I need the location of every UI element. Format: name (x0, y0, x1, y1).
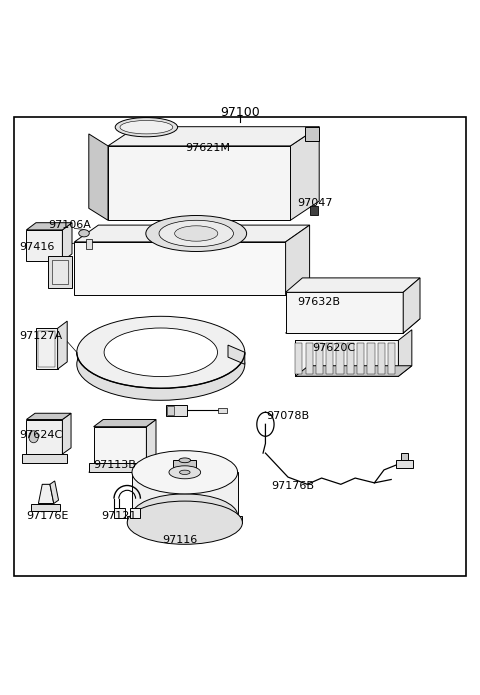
Polygon shape (166, 405, 187, 416)
Text: 97113B: 97113B (94, 460, 136, 470)
Polygon shape (108, 126, 319, 146)
Polygon shape (31, 503, 60, 511)
Ellipse shape (77, 316, 245, 389)
Polygon shape (89, 134, 108, 220)
Polygon shape (89, 463, 151, 473)
Polygon shape (286, 293, 403, 333)
Ellipse shape (115, 117, 178, 137)
Polygon shape (74, 242, 286, 295)
Polygon shape (26, 230, 62, 261)
Polygon shape (290, 126, 319, 220)
Text: 97047: 97047 (298, 199, 333, 208)
Polygon shape (295, 341, 398, 376)
Polygon shape (286, 278, 420, 293)
Polygon shape (36, 328, 58, 369)
Ellipse shape (146, 215, 247, 252)
Polygon shape (305, 126, 319, 141)
Bar (218, 407, 227, 414)
Text: 97620C: 97620C (312, 343, 355, 354)
Bar (38, 331, 55, 367)
Text: 97078B: 97078B (266, 411, 310, 420)
Polygon shape (347, 343, 354, 374)
Ellipse shape (120, 120, 173, 134)
Polygon shape (286, 225, 310, 295)
Polygon shape (62, 222, 72, 261)
Polygon shape (368, 343, 375, 374)
Polygon shape (396, 460, 413, 468)
Ellipse shape (179, 458, 191, 463)
Polygon shape (127, 516, 242, 523)
Polygon shape (26, 414, 71, 420)
Polygon shape (62, 414, 71, 454)
Polygon shape (26, 420, 62, 454)
Bar (52, 260, 68, 284)
Polygon shape (295, 366, 412, 376)
Text: 97176E: 97176E (26, 512, 69, 521)
Text: 97624C: 97624C (19, 430, 62, 440)
Bar (167, 406, 174, 415)
Polygon shape (378, 343, 385, 374)
Polygon shape (228, 345, 245, 364)
Polygon shape (94, 420, 156, 427)
Bar (48, 256, 72, 288)
Polygon shape (305, 343, 313, 374)
Text: 97121: 97121 (101, 512, 136, 521)
Text: 97416: 97416 (19, 242, 55, 252)
Text: 97176B: 97176B (271, 481, 314, 491)
Polygon shape (38, 484, 54, 503)
Polygon shape (295, 343, 302, 374)
Ellipse shape (132, 450, 238, 494)
Polygon shape (388, 343, 396, 374)
Ellipse shape (159, 220, 233, 247)
Polygon shape (108, 146, 290, 220)
Ellipse shape (79, 229, 89, 237)
Ellipse shape (29, 431, 38, 443)
Text: 97100: 97100 (220, 106, 260, 119)
Polygon shape (132, 473, 238, 516)
Ellipse shape (132, 494, 238, 537)
Polygon shape (316, 343, 323, 374)
Bar (86, 239, 92, 249)
Polygon shape (130, 508, 140, 518)
Polygon shape (94, 427, 146, 463)
Text: 97106A: 97106A (48, 220, 91, 230)
Polygon shape (89, 465, 161, 473)
Bar (310, 206, 318, 215)
Text: 97116: 97116 (162, 535, 198, 546)
Polygon shape (26, 222, 72, 230)
Polygon shape (403, 278, 420, 333)
Polygon shape (22, 454, 67, 463)
Polygon shape (74, 225, 310, 242)
Ellipse shape (175, 226, 218, 241)
Ellipse shape (127, 501, 242, 544)
Text: 97621M: 97621M (185, 143, 230, 154)
Ellipse shape (77, 328, 245, 400)
Polygon shape (401, 453, 408, 460)
Polygon shape (336, 343, 344, 374)
Polygon shape (326, 343, 334, 374)
Polygon shape (286, 319, 420, 333)
Text: 97632B: 97632B (298, 297, 341, 307)
Polygon shape (58, 321, 67, 369)
Ellipse shape (180, 470, 190, 475)
Polygon shape (146, 420, 156, 463)
Ellipse shape (104, 328, 217, 377)
Polygon shape (74, 278, 310, 295)
Ellipse shape (169, 466, 201, 479)
Polygon shape (114, 508, 125, 518)
Polygon shape (173, 460, 196, 473)
Polygon shape (50, 481, 59, 503)
Polygon shape (357, 343, 364, 374)
Text: 97127A: 97127A (19, 332, 62, 341)
Polygon shape (398, 329, 412, 376)
